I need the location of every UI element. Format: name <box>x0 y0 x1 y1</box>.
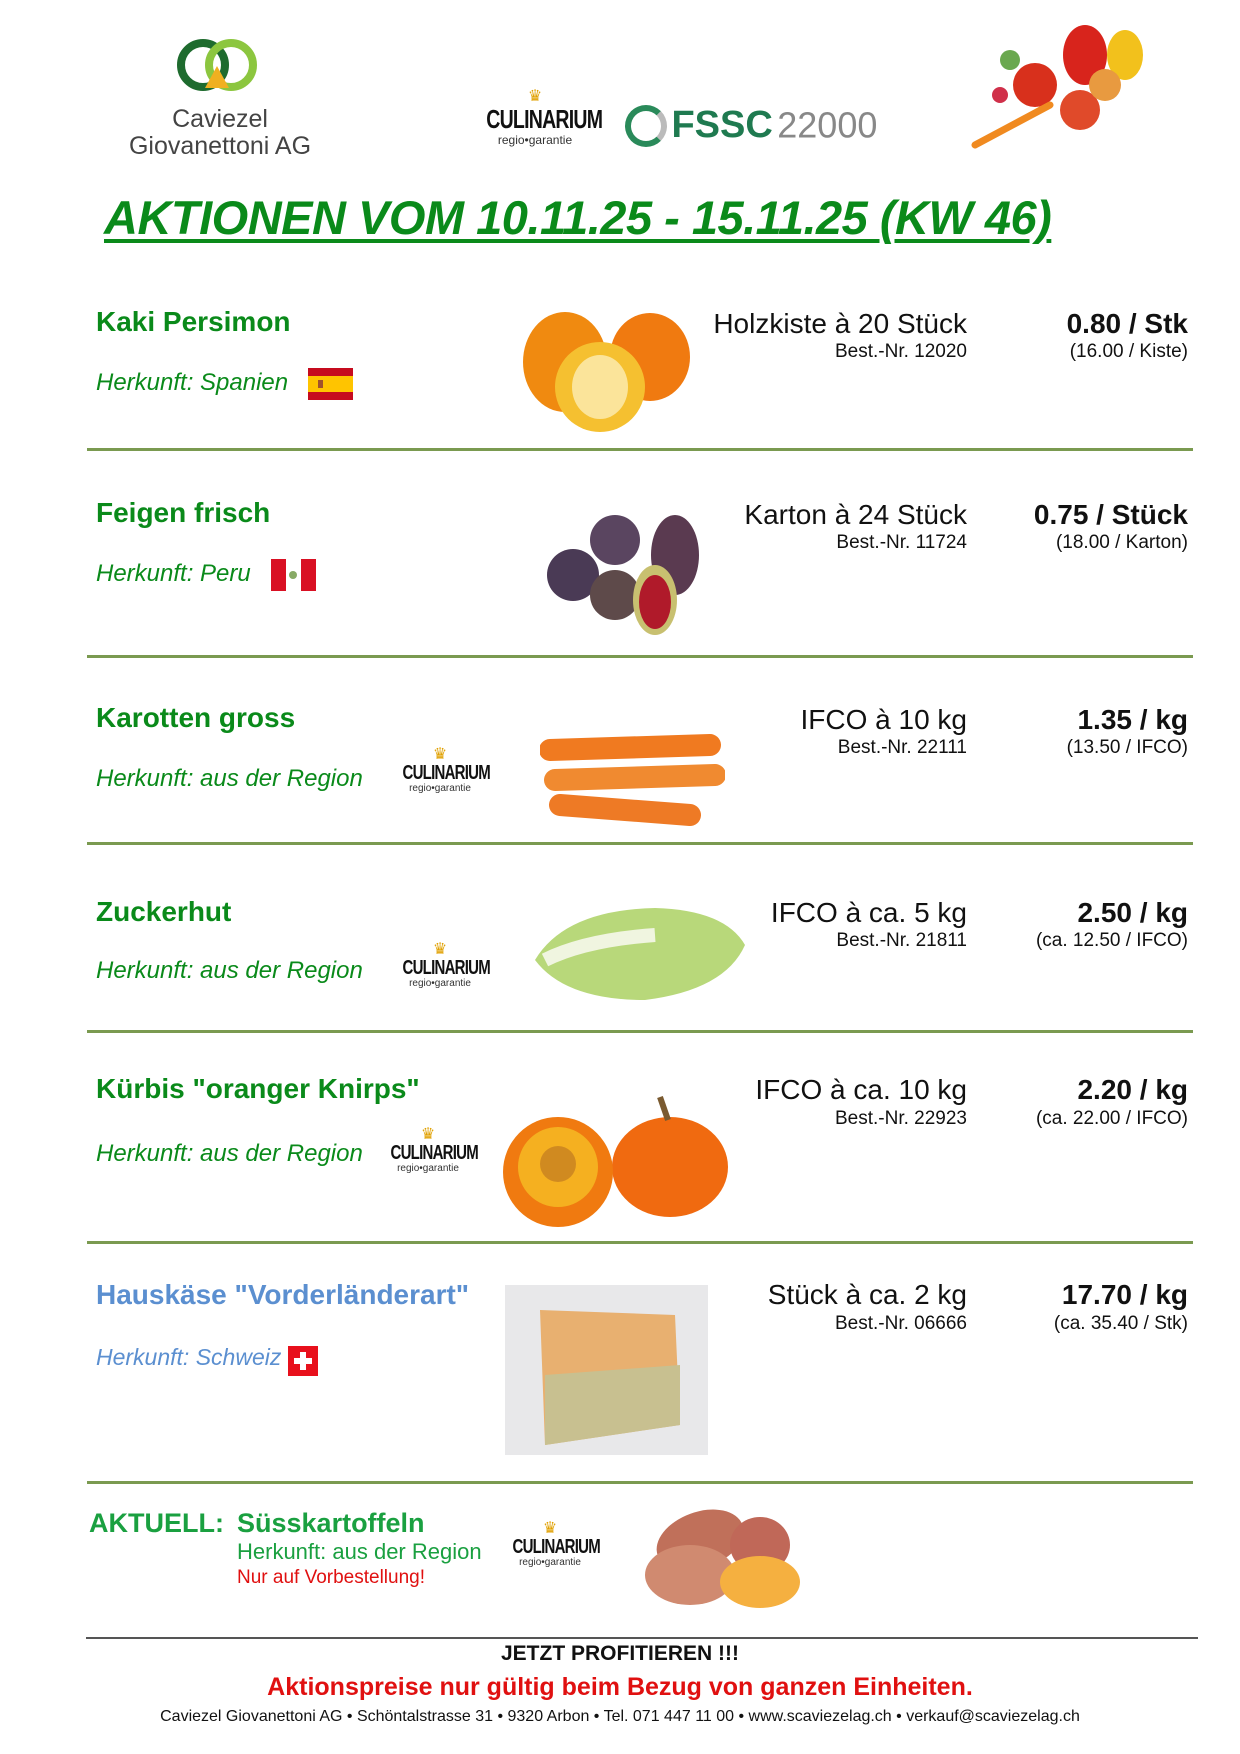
fssc-number: 22000 <box>777 104 878 146</box>
crown-icon: ♛ <box>542 1520 558 1537</box>
order-number: Best.-Nr. 21811 <box>836 930 967 951</box>
figs-image <box>547 515 699 635</box>
carrots-image <box>540 734 725 826</box>
vegetables-image <box>971 25 1143 149</box>
logo-line-1: Caviezel <box>172 105 268 133</box>
unit-price: 2.50 / kg <box>1077 897 1188 928</box>
packaging-unit: IFCO à 10 kg <box>800 704 967 735</box>
aktuell-origin: Herkunft: aus der Region <box>237 1539 482 1564</box>
unit-price: 0.75 / Stück <box>1033 499 1188 530</box>
product-name: Feigen frisch <box>96 497 271 528</box>
package-price: (ca. 35.40 / Stk) <box>1053 1313 1188 1334</box>
packaging-unit: IFCO à ca. 5 kg <box>770 897 967 928</box>
unit-price: 17.70 / kg <box>1061 1279 1188 1310</box>
culinarium-tagline: regio•garantie <box>409 978 471 989</box>
package-price: (16.00 / Kiste) <box>1069 341 1188 362</box>
crown-icon: ♛ <box>432 941 448 958</box>
culinarium-name: CULINARIUM <box>390 1142 479 1164</box>
order-number: Best.-Nr. 22111 <box>837 737 967 758</box>
product-origin: Herkunft: Peru <box>96 560 251 587</box>
culinarium-logo: ♛ CULINARIUM regio•garantie <box>500 1520 601 1569</box>
footer-address: Caviezel Giovanettoni AG • Schöntalstras… <box>160 1708 1080 1725</box>
culinarium-logo: ♛ CULINARIUM regio•garantie <box>390 746 491 795</box>
culinarium-name: CULINARIUM <box>486 104 603 134</box>
separator <box>87 1481 1193 1484</box>
sweet-potatoes-image <box>645 1509 800 1608</box>
culinarium-tagline: regio•garantie <box>397 1163 459 1174</box>
footer-notice: Aktionspreise nur gültig beim Bezug von … <box>267 1673 973 1701</box>
product-name: Zuckerhut <box>96 896 232 927</box>
product-origin: Herkunft: Spanien <box>96 369 289 396</box>
culinarium-logo: ♛ CULINARIUM regio•garantie <box>390 941 491 990</box>
order-number: Best.-Nr. 12020 <box>834 341 967 362</box>
packaging-unit: Stück à ca. 2 kg <box>767 1279 967 1310</box>
culinarium-tagline: regio•garantie <box>497 133 573 147</box>
product-origin: Herkunft: aus der Region <box>96 1140 363 1167</box>
spain-flag-icon <box>308 368 353 400</box>
product-origin: Herkunft: Schweiz <box>96 1344 282 1370</box>
footer-divider <box>86 1637 1198 1639</box>
culinarium-name: CULINARIUM <box>402 762 491 784</box>
product-origin: Herkunft: aus der Region <box>96 957 363 984</box>
package-price: (ca. 22.00 / IFCO) <box>1035 1108 1188 1129</box>
packaging-unit: IFCO à ca. 10 kg <box>755 1074 967 1105</box>
cheese-image <box>505 1285 708 1455</box>
culinarium-tagline: regio•garantie <box>409 783 471 794</box>
separator <box>87 448 1193 451</box>
persimmon-image <box>523 312 690 432</box>
unit-price: 2.20 / kg <box>1077 1074 1188 1105</box>
aktuell-label: AKTUELL: <box>89 1508 224 1538</box>
product-origin: Herkunft: aus der Region <box>96 765 363 792</box>
swiss-flag-icon <box>288 1346 318 1376</box>
logo-line-2: Giovanettoni AG <box>128 132 312 160</box>
fssc-brand: FSSC <box>671 104 773 146</box>
package-price: (18.00 / Karton) <box>1055 532 1188 553</box>
order-number: Best.-Nr. 22923 <box>834 1108 967 1129</box>
culinarium-name: CULINARIUM <box>402 957 491 979</box>
crown-icon: ♛ <box>527 88 543 105</box>
preorder-note: Nur auf Vorbestellung! <box>237 1567 426 1588</box>
page-title: AKTIONEN VOM 10.11.25 - 15.11.25 (KW 46) <box>104 191 1052 244</box>
packaging-unit: Holzkiste à 20 Stück <box>713 308 967 339</box>
product-name: Hauskäse "Vorderländerart" <box>96 1279 470 1310</box>
fssc-logo: FSSC 22000 <box>625 104 877 147</box>
order-number: Best.-Nr. 06666 <box>834 1313 967 1334</box>
unit-price: 1.35 / kg <box>1077 704 1188 735</box>
footer-cta: JETZT PROFITIEREN !!! <box>501 1642 739 1665</box>
unit-price: 0.80 / Stk <box>1066 308 1188 339</box>
product-name: Karotten gross <box>96 702 296 733</box>
culinarium-logo-header: ♛ CULINARIUM regio•garantie <box>470 88 603 148</box>
package-price: (13.50 / IFCO) <box>1066 737 1188 758</box>
product-name: Kaki Persimon <box>96 306 291 337</box>
separator <box>87 842 1193 845</box>
package-price: (ca. 12.50 / IFCO) <box>1035 930 1188 951</box>
product-name: Kürbis "oranger Knirps" <box>96 1073 420 1104</box>
culinarium-logo: ♛ CULINARIUM regio•garantie <box>378 1126 479 1175</box>
company-logo-mark <box>177 39 257 91</box>
company-logo-text: Caviezel Giovanettoni AG <box>100 106 340 160</box>
crown-icon: ♛ <box>420 1126 436 1143</box>
sugarloaf-image <box>535 908 745 1000</box>
culinarium-name: CULINARIUM <box>512 1536 601 1558</box>
separator <box>87 655 1193 658</box>
crown-icon: ♛ <box>432 746 448 763</box>
peru-flag-icon <box>271 559 316 591</box>
fssc-swirl-icon <box>625 104 667 147</box>
aktuell-product-name: Süsskartoffeln <box>237 1508 425 1538</box>
pumpkin-image <box>503 1096 728 1227</box>
separator <box>87 1241 1193 1244</box>
order-number: Best.-Nr. 11724 <box>836 532 967 553</box>
culinarium-tagline: regio•garantie <box>519 1557 581 1568</box>
packaging-unit: Karton à 24 Stück <box>744 499 967 530</box>
separator <box>87 1030 1193 1033</box>
